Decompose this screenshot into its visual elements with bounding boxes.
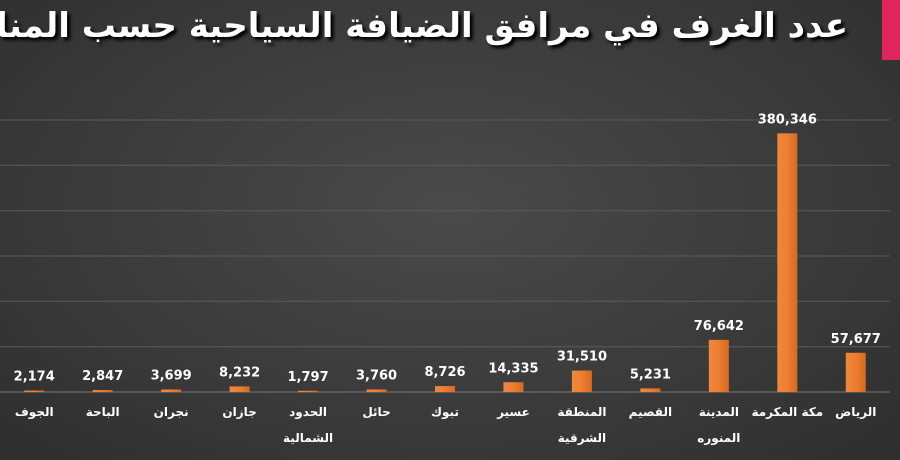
value-label: 3,699 xyxy=(151,368,192,383)
value-label: 3,760 xyxy=(356,368,397,383)
x-tick-label: مكة المكرمة xyxy=(751,405,824,419)
value-label: 76,642 xyxy=(694,319,744,334)
value-label: 380,346 xyxy=(758,112,817,127)
x-tick-label: المنطقة الشرقية xyxy=(557,405,607,445)
x-tick-label: تبوك xyxy=(431,405,459,419)
value-label: 8,232 xyxy=(219,365,260,380)
bar xyxy=(845,352,866,392)
value-label: 8,726 xyxy=(424,365,465,380)
bar xyxy=(366,389,387,392)
grid xyxy=(0,119,890,393)
x-tick-label: نجران xyxy=(153,405,189,419)
x-tick-label: عسير xyxy=(497,405,530,419)
x-tick-label: الحدود الشمالية xyxy=(283,405,334,445)
value-label: 2,847 xyxy=(82,369,123,384)
bar xyxy=(24,390,45,392)
x-tick-label: جازان xyxy=(222,405,257,419)
bar xyxy=(92,390,113,392)
value-label: 31,510 xyxy=(557,350,607,365)
bar xyxy=(571,370,592,392)
chart-title: عدد الغرف في مرافق الضيافة السياحية حسب … xyxy=(0,6,848,46)
bar xyxy=(435,386,455,392)
x-tick-label: الباحة xyxy=(85,405,120,419)
bar xyxy=(229,386,250,392)
bar xyxy=(708,339,729,392)
value-label: 2,174 xyxy=(14,370,55,385)
accent-bar xyxy=(882,0,900,60)
bar xyxy=(503,382,524,392)
bar xyxy=(640,388,661,392)
x-tick-label: حائل xyxy=(362,405,391,419)
x-tick-label: المدينة المنوره xyxy=(697,405,741,445)
bar xyxy=(161,389,182,392)
value-label: 14,335 xyxy=(488,361,538,376)
bar xyxy=(298,390,319,392)
value-label: 1,797 xyxy=(288,370,329,385)
value-label: 57,677 xyxy=(831,332,881,347)
bar xyxy=(777,133,798,392)
x-tick-label: القصيم xyxy=(628,405,673,419)
value-label: 5,231 xyxy=(630,367,671,382)
x-tick-label: الرياض xyxy=(835,405,877,419)
x-tick-label: الجوف xyxy=(14,405,54,419)
